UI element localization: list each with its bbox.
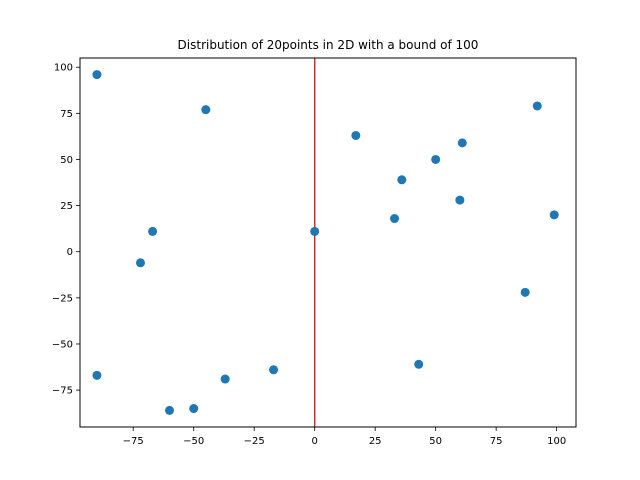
x-tick-label: −50: [183, 436, 204, 447]
x-tick-label: 75: [490, 436, 503, 447]
scatter-point: [165, 405, 175, 415]
plot-area: [92, 58, 559, 427]
axes-frame: [79, 57, 577, 428]
scatter-point: [390, 214, 400, 224]
x-tick-label: −25: [244, 436, 265, 447]
scatter-point: [189, 404, 199, 414]
x-axis: −75 −50 −25 0 25 50 75 100: [123, 427, 566, 447]
scatter-point: [457, 138, 467, 148]
y-tick-label: 25: [60, 201, 73, 212]
scatter-point: [135, 258, 145, 268]
scatter-point: [269, 365, 279, 375]
scatter-point: [220, 374, 230, 384]
x-tick-label: 50: [429, 436, 442, 447]
y-tick-label: 50: [60, 155, 73, 166]
y-tick-label: −50: [52, 339, 73, 350]
scatter-point: [397, 175, 407, 185]
scatter-point: [92, 370, 102, 380]
x-tick-label: 0: [312, 436, 318, 447]
scatter-point: [520, 287, 530, 297]
scatter-point: [455, 195, 465, 205]
x-tick-label: −75: [123, 436, 144, 447]
scatter-point: [351, 130, 361, 140]
y-tick-label: 0: [67, 247, 73, 258]
y-tick-label: −75: [52, 386, 73, 397]
scatter-point: [310, 226, 320, 236]
scatter-point: [414, 359, 424, 369]
scatter-point: [431, 154, 441, 164]
y-axis: −75 −50 −25 0 25 50 75 100: [52, 63, 80, 397]
scatter-point: [148, 226, 158, 236]
scatter-point: [532, 101, 542, 111]
y-tick-label: 75: [60, 109, 73, 120]
y-tick-label: −25: [52, 293, 73, 304]
x-tick-label: 100: [547, 436, 566, 447]
scatter-point: [92, 70, 102, 80]
scatter-point: [549, 210, 559, 220]
chart-title: Distribution of 20points in 2D with a bo…: [178, 38, 479, 52]
y-tick-label: 100: [54, 63, 73, 74]
scatter-point: [201, 105, 211, 115]
x-tick-label: 25: [369, 436, 382, 447]
